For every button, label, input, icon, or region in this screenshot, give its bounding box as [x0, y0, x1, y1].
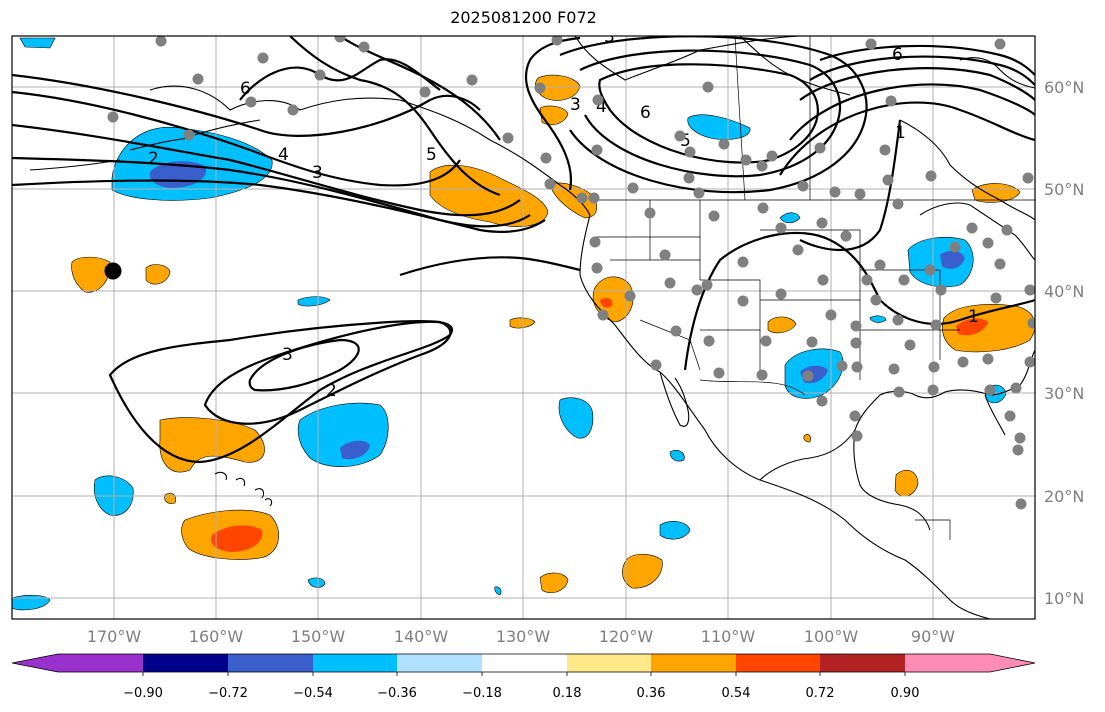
latitude-label: 50°N — [1044, 180, 1084, 199]
colorbar-tick-label: 0.54 — [722, 686, 751, 701]
latitude-label: 60°N — [1044, 78, 1084, 97]
colorbar-segment — [228, 654, 314, 672]
colorbar-tick-label: −0.72 — [208, 686, 248, 701]
colorbar-tick-label: 0.90 — [891, 686, 920, 701]
colorbar-segment — [905, 654, 990, 672]
contour-label: 6 — [640, 103, 651, 123]
contour-label: 1 — [895, 123, 906, 143]
contour-label: 2 — [148, 149, 159, 169]
station-markers — [107, 36, 1035, 510]
latitude-label: 20°N — [1044, 487, 1084, 506]
contour-label: 3 — [282, 345, 293, 365]
colorbar-segment — [820, 654, 906, 672]
colorbar-tick-label: −0.18 — [462, 686, 502, 701]
colorbar-segment — [143, 654, 229, 672]
map-plot-area: 2 3 2 3 4 5 6 6 3 4 5 6 1 1 3 — [12, 27, 1035, 619]
latitude-label: 30°N — [1044, 384, 1084, 403]
colorbar-high-extension — [990, 654, 1035, 672]
colorbar-segment — [58, 654, 144, 672]
colorbar-segment — [651, 654, 737, 672]
contour-label: 1 — [968, 307, 979, 327]
colorbar-tick-label: 0.36 — [637, 686, 666, 701]
contour-label: 2 — [326, 381, 337, 401]
colorbar-segment — [736, 654, 822, 672]
colorbar-low-extension — [12, 654, 58, 672]
contour-labels: 2 3 2 3 4 5 6 6 3 4 5 6 1 1 3 — [148, 27, 979, 401]
latitude-label: 10°N — [1044, 589, 1084, 608]
longitude-label: 170°W — [87, 627, 142, 646]
longitude-label: 150°W — [291, 627, 346, 646]
contour-label: 3 — [570, 95, 581, 115]
political-borders — [595, 36, 1035, 540]
contour-lines — [12, 36, 1035, 464]
contour-label: 5 — [680, 131, 691, 151]
colorbar-tick-label: 0.72 — [806, 686, 835, 701]
latitude-axis: 60°N 50°N 40°N 30°N 20°N 10°N — [1044, 78, 1084, 608]
colorbar-segment — [482, 654, 568, 672]
map-title: 2025081200 F072 — [450, 8, 597, 27]
longitude-axis: 170°W 160°W 150°W 140°W 130°W 120°W 110°… — [87, 627, 955, 646]
highlighted-station — [104, 262, 122, 280]
map-frame — [11, 35, 1036, 620]
contour-label: 3 — [312, 163, 323, 183]
contour-label: 6 — [892, 45, 903, 65]
colorbar-segment — [397, 654, 483, 672]
colorbar-segment — [313, 654, 399, 672]
contour-label: 4 — [596, 97, 607, 117]
contour-label: 4 — [278, 145, 289, 165]
longitude-label: 100°W — [804, 627, 859, 646]
longitude-label: 120°W — [599, 627, 654, 646]
colorbar-tick-label: −0.36 — [377, 686, 417, 701]
latitude-label: 40°N — [1044, 282, 1084, 301]
colorbar-segment — [567, 654, 653, 672]
longitude-label: 110°W — [701, 627, 756, 646]
longitude-label: 90°W — [911, 627, 955, 646]
colorbar: −0.90 −0.72 −0.54 −0.36 −0.18 0.18 0.36 … — [11, 653, 1036, 701]
graticule — [12, 36, 1035, 619]
longitude-label: 140°W — [394, 627, 449, 646]
contour-label: 5 — [426, 145, 437, 165]
longitude-label: 130°W — [496, 627, 551, 646]
longitude-label: 160°W — [189, 627, 244, 646]
colorbar-tick-label: −0.54 — [293, 686, 333, 701]
colorbar-tick-label: −0.90 — [123, 686, 163, 701]
positive-anomaly-region — [71, 256, 111, 293]
colorbar-tick-label: 0.18 — [553, 686, 582, 701]
contour-label: 6 — [240, 79, 251, 99]
contour-label: 3 — [604, 27, 615, 47]
